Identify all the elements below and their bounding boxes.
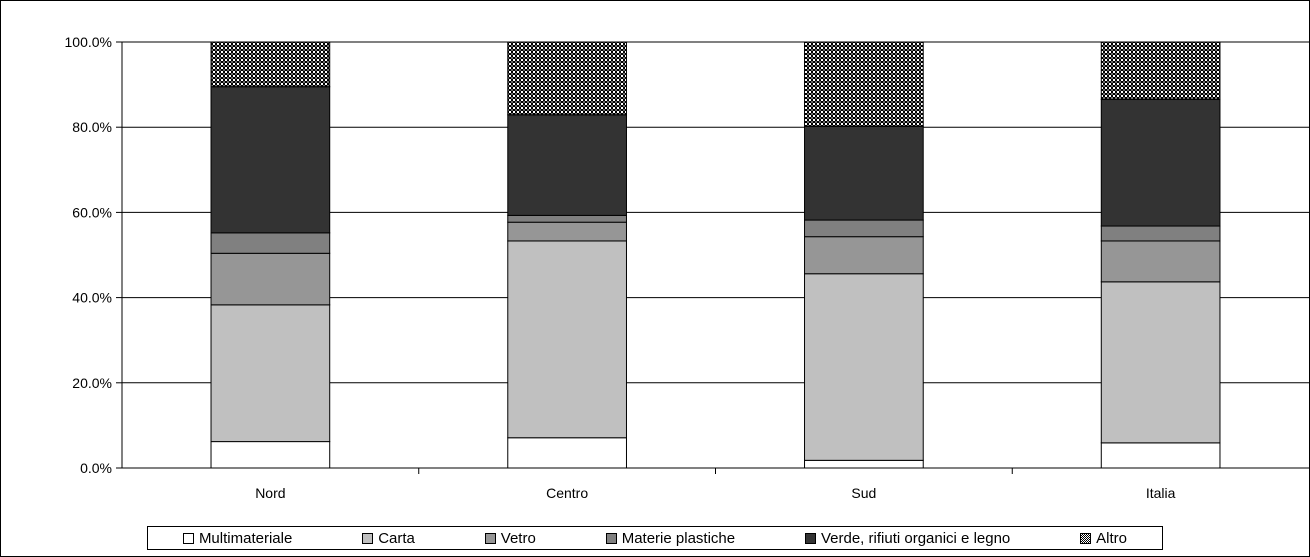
bar-segment xyxy=(1100,281,1221,444)
legend-swatch xyxy=(1080,532,1092,544)
legend-swatch xyxy=(182,532,194,544)
bar-segment xyxy=(210,41,331,88)
legend-label: Materie plastiche xyxy=(621,529,736,547)
bar-segment xyxy=(1100,240,1221,283)
bar-segment xyxy=(1100,225,1221,242)
legend-swatch xyxy=(484,532,496,544)
legend-swatch xyxy=(605,532,617,544)
legend-label: Multimateriale xyxy=(198,529,293,547)
legend-label: Altro xyxy=(1096,529,1127,547)
legend-swatch xyxy=(362,532,374,544)
bar-segment xyxy=(507,41,627,116)
legend-item: Vetro xyxy=(484,529,536,547)
legend-item: Multimateriale xyxy=(182,529,293,547)
bar-segment xyxy=(507,437,627,469)
x-tick-label: Sud xyxy=(851,485,876,501)
bar-segment xyxy=(1100,99,1221,227)
y-tick-label: 80.0% xyxy=(72,119,112,135)
stacked-bar-chart: 0.0% 20.0% 40.0% 60.0% 80.0% 100.0% Nord Centro… xyxy=(65,34,1309,501)
bar-segment xyxy=(507,114,627,216)
x-tick-label: Italia xyxy=(1146,485,1176,501)
bar-segment xyxy=(210,252,331,306)
bar-segment xyxy=(1100,442,1221,469)
bar-segment xyxy=(1100,41,1221,101)
x-tick-label: Centro xyxy=(546,485,588,501)
bar-segment xyxy=(210,232,331,254)
legend-item: Verde, rifiuti organici e legno xyxy=(804,529,1011,547)
legend-label: Vetro xyxy=(500,529,536,547)
bar-segment xyxy=(804,219,924,238)
y-tick-label: 60.0% xyxy=(72,204,112,220)
legend-label: Carta xyxy=(378,529,415,547)
bar-segment xyxy=(507,221,627,242)
bar-segment xyxy=(507,240,627,439)
legend-swatch xyxy=(804,532,816,544)
bar-segment xyxy=(804,273,924,461)
bar-segment xyxy=(804,125,924,221)
bar-segment xyxy=(210,441,331,469)
bar-segment xyxy=(804,41,924,127)
bar-segment xyxy=(210,304,331,443)
bar-segment xyxy=(507,214,627,223)
legend-label: Verde, rifiuti organici e legno xyxy=(820,529,1011,547)
y-tick-label: 0.0% xyxy=(80,460,112,476)
legend-item: Carta xyxy=(362,530,415,547)
legend-item: Materie plastiche xyxy=(605,529,736,547)
bar-segment xyxy=(804,459,924,469)
y-tick-label: 20.0% xyxy=(72,375,112,391)
legend: Multimateriale Carta Vetro Materie plastich… xyxy=(147,526,1163,550)
legend-item: Altro xyxy=(1080,530,1127,547)
bar-segment xyxy=(210,86,331,234)
x-tick-label: Nord xyxy=(255,485,285,501)
bar-segment xyxy=(804,236,924,275)
y-tick-label: 100.0% xyxy=(65,34,112,50)
y-tick-label: 40.0% xyxy=(72,290,112,306)
